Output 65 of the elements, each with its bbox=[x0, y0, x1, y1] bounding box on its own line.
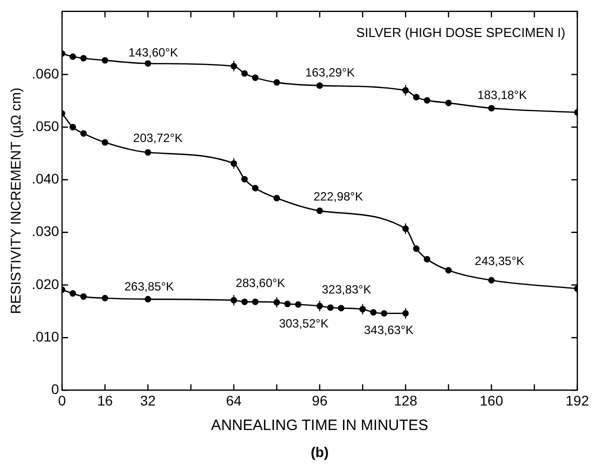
annotation: 183,18°K bbox=[477, 88, 527, 102]
annotation: 343,63°K bbox=[364, 323, 414, 338]
y-axis-title: RESISTIVITY INCREMENT (μΩ cm) bbox=[7, 88, 24, 314]
point bbox=[445, 100, 452, 106]
x-tick-label: 160 bbox=[480, 392, 504, 408]
x-tick-label: 192 bbox=[566, 392, 590, 408]
point bbox=[488, 276, 495, 284]
point bbox=[316, 82, 323, 89]
point bbox=[70, 124, 76, 130]
point bbox=[252, 74, 259, 81]
point bbox=[380, 310, 388, 317]
x-tick-label: 16 bbox=[97, 392, 113, 408]
point bbox=[424, 97, 430, 104]
annotation: 243,35°K bbox=[474, 254, 524, 268]
annotation: 263,85°K bbox=[124, 279, 174, 294]
annotation: 303,52°K bbox=[278, 316, 328, 331]
point bbox=[327, 304, 334, 311]
y-tick-label: .050 bbox=[32, 118, 60, 134]
x-axis-title: ANNEALING TIME IN MINUTES bbox=[211, 417, 428, 434]
point bbox=[241, 70, 248, 77]
point bbox=[294, 301, 302, 308]
annotation: 222,98°K bbox=[313, 189, 363, 204]
point bbox=[241, 176, 248, 182]
y-tick-label: .040 bbox=[32, 170, 60, 187]
point bbox=[424, 256, 430, 262]
point bbox=[338, 304, 344, 312]
y-tick-label: .020 bbox=[32, 276, 60, 292]
annotation: 283,60°K bbox=[236, 276, 286, 290]
point bbox=[316, 208, 323, 214]
annotation: SILVER (HIGH DOSE SPECIMEN I) bbox=[356, 24, 566, 40]
point bbox=[144, 60, 152, 67]
point bbox=[80, 293, 87, 300]
y-tick-label: .060 bbox=[32, 65, 60, 82]
point bbox=[370, 309, 377, 316]
x-tick-label: 128 bbox=[394, 392, 418, 408]
point bbox=[80, 54, 87, 62]
point bbox=[273, 79, 280, 86]
point bbox=[102, 57, 108, 64]
x-tick-label: 64 bbox=[226, 392, 242, 408]
point bbox=[445, 266, 452, 274]
annotation: 163,29°K bbox=[305, 65, 355, 80]
text: (b) bbox=[310, 444, 329, 460]
point bbox=[413, 94, 420, 100]
y-tick-label: 0 bbox=[51, 381, 60, 398]
x-tick-label: 32 bbox=[140, 392, 156, 408]
point bbox=[80, 130, 87, 137]
point bbox=[144, 296, 152, 302]
annotation: 203,72°K bbox=[133, 130, 183, 145]
point bbox=[102, 294, 108, 302]
point bbox=[241, 298, 248, 306]
point bbox=[488, 104, 495, 112]
point bbox=[413, 245, 420, 252]
x-tick-label: 96 bbox=[312, 392, 328, 408]
point bbox=[144, 149, 152, 156]
point bbox=[252, 184, 259, 192]
point bbox=[70, 53, 76, 60]
point bbox=[284, 300, 291, 308]
y-tick-label: .030 bbox=[32, 223, 60, 240]
y-tick-label: .010 bbox=[32, 328, 60, 344]
point bbox=[273, 194, 280, 202]
point bbox=[102, 139, 108, 146]
point bbox=[70, 290, 76, 297]
annotation: 143,60°K bbox=[128, 45, 178, 60]
annotation: 323,83°K bbox=[322, 282, 372, 297]
point bbox=[252, 298, 259, 306]
